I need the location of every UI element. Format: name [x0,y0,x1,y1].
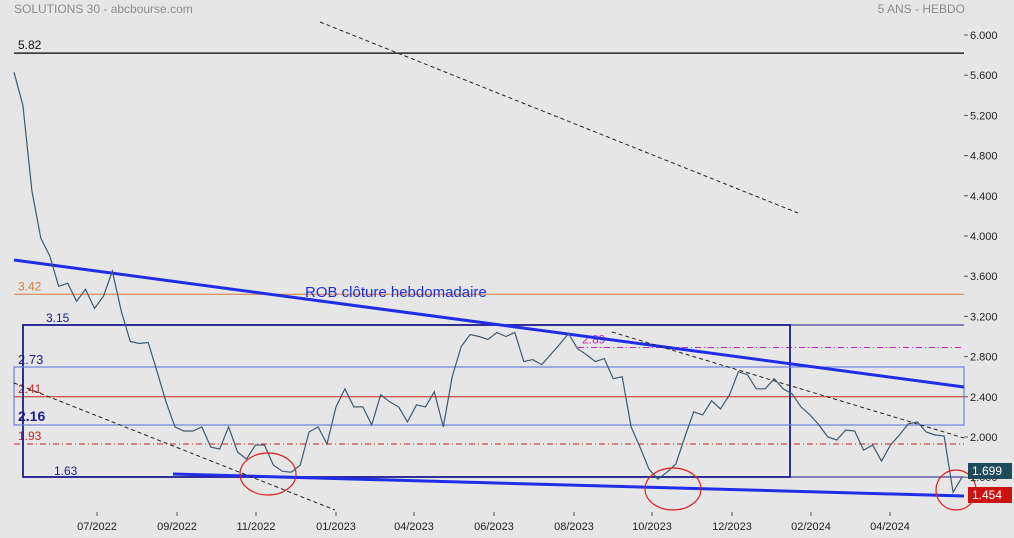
x-tick-label-6: 08/2023 [554,521,594,533]
x-tick-label-8: 12/2023 [712,521,752,533]
low-value-badge-bg [968,487,1012,503]
y-tick-label-8: 2.800 [970,352,998,364]
x-tick-label-5: 06/2023 [474,521,514,533]
horizontal-levels: 5.823.422.892.411.93 [14,38,964,445]
consolidation-band [13,366,965,426]
level-label-1: 3.42 [18,279,42,293]
y-tick-label-9: 2.400 [970,392,998,404]
x-tick-label-4: 04/2023 [394,521,434,533]
y-tick-label-3: 4.800 [970,151,998,163]
channel-boxes [13,324,965,478]
last-value-badge: 1.699 [968,463,1012,479]
last-value-badge-bg [968,463,1012,479]
x-tick-label-3: 01/2023 [316,521,356,533]
x-tick-label-10: 04/2024 [870,521,910,533]
chart-header-left: SOLUTIONS 30 - abcbourse.com [14,2,193,16]
dashed-trendline-top [319,21,799,214]
low-circle-2022 [239,452,297,496]
chart-annotation: ROB clôture hebdomadaire [305,284,487,301]
trendlines [13,21,965,511]
upper-resistance-trendline [13,258,965,389]
last-value-text: 1.699 [972,464,1002,478]
level-label-band-bottom: 2.16 [18,408,45,424]
price-series-line [13,72,963,495]
range-box [22,324,791,478]
dashed-trendline-left [13,382,336,511]
x-tick-label-2: 11/2022 [237,521,276,533]
x-tick-label-0: 07/2022 [77,521,117,533]
y-tick-label-4: 4.400 [970,191,998,203]
x-tick-label-1: 09/2022 [157,521,197,533]
y-tick-label-7: 3.200 [970,311,998,323]
x-tick-label-7: 10/2023 [632,521,672,533]
y-tick-label-10: 2.000 [970,432,998,444]
level-label-band-top: 2.73 [18,352,43,367]
level-label-0: 5.82 [18,38,42,52]
y-tick-label-5: 4.000 [970,231,998,243]
lower-support-trendline [172,472,965,498]
low-value-badge: 1.454 [968,487,1012,503]
level-label-4: 1.93 [18,429,42,443]
y-tick-label-1: 5.600 [970,70,998,82]
level-label-box-top: 3.15 [46,311,70,325]
x-axis: 07/2022 09/2022 11/2022 01/2023 04/2023 06/20… [77,512,910,533]
low-value-text: 1.454 [972,488,1002,502]
y-tick-label-2: 5.200 [970,110,998,122]
level-label-box-bottom: 1.63 [54,464,78,478]
low-circle-2023 [644,467,702,511]
x-tick-label-9: 02/2024 [791,521,831,533]
y-tick-label-0: 6.000 [970,30,998,42]
dashed-trendline-right [611,331,965,439]
chart-header-right: 5 ANS - HEBDO [878,2,965,16]
y-tick-label-6: 3.600 [970,271,998,283]
